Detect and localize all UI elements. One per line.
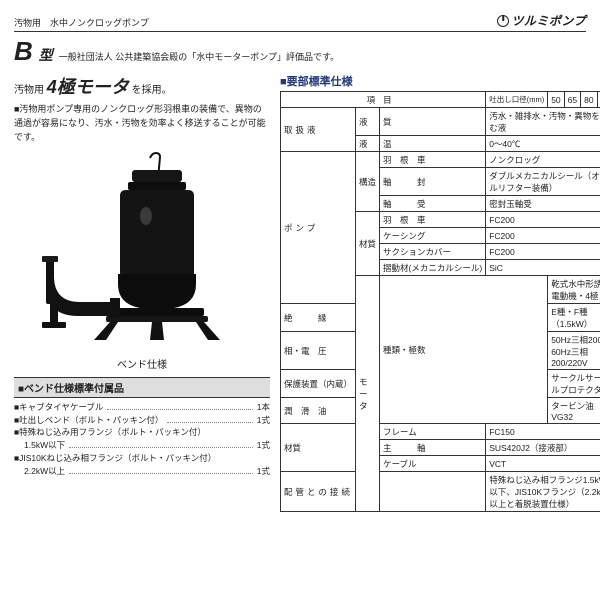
dia-value: 80	[581, 92, 597, 108]
spec-value: SUS420J2（接液部）	[486, 440, 600, 456]
brand-logo-icon	[497, 15, 509, 27]
spec-corner: 項目	[281, 92, 486, 108]
motor-prefix: 汚物用	[14, 85, 44, 96]
spec-value: 50Hz三相200V 60Hz三相200/220V	[548, 332, 600, 370]
spec-subcat: 液	[356, 136, 380, 152]
association-note: 一般社団法人 公共建築協会殿の「水中モーターポンプ」評価品です。	[59, 50, 339, 63]
spec-label: 保護装置（内蔵）	[281, 370, 356, 398]
spec-cat: 取扱液	[281, 108, 356, 152]
parts-label: ■JIS10Kねじ込み相フランジ（ボルト・パッキン付）	[14, 452, 216, 465]
pump-icon	[32, 152, 252, 352]
sewage-tag: 汚物用 水中ノンクロッグポンプ	[14, 16, 149, 29]
spec-label: 羽 根 車	[380, 152, 486, 168]
pump-figure: ベンド仕様	[14, 151, 270, 371]
spec-label: フレーム	[380, 424, 486, 440]
motor-big: 4極モータ	[47, 77, 129, 97]
spec-value: 0〜40℃	[486, 136, 600, 152]
brand: ツルミポンプ	[497, 12, 586, 29]
parts-qty: 1式	[257, 439, 270, 452]
spec-value: FC150	[486, 424, 600, 440]
parts-row: ■キャブタイヤケーブル 1本	[14, 401, 270, 414]
spec-cat: ポンプ	[281, 152, 356, 304]
motor-suffix: を採用。	[132, 85, 172, 96]
parts-qty: 1式	[257, 414, 270, 427]
left-column: 汚物用 4極モータ を採用。 ■汚物用ポンプ専用のノンクロッグ形羽根車の装備で、…	[14, 73, 270, 512]
parts-qty: 1式	[257, 465, 270, 478]
spec-label: 摺動材(メカニカルシール)	[380, 260, 486, 276]
model-letter: B	[14, 36, 33, 67]
spec-label: サクションカバー	[380, 244, 486, 260]
spec-label: ケーブル	[380, 456, 486, 472]
spec-value: タービン油VG32	[548, 398, 600, 424]
dia-value: 50	[548, 92, 564, 108]
parts-title: ■ベンド仕様標準付属品	[14, 377, 270, 398]
parts-row: ■特殊ねじ込み用フランジ（ボルト・パッキン付）	[14, 426, 270, 439]
spec-row: 材質フレームFC150	[281, 424, 600, 440]
dots	[69, 447, 253, 448]
spec-table: 項目吐出し口径(mm)506580100取扱液液質汚水・雑排水・汚物・異物を含む…	[280, 91, 600, 512]
parts-qty: 1本	[257, 401, 270, 414]
spec-value: サークルサーマルプロテクタ	[548, 370, 600, 398]
parts-row: 2.2kW以上 1式	[14, 465, 270, 478]
dia-label: 吐出し口径(mm)	[486, 92, 548, 108]
spec-value: SiC	[486, 260, 600, 276]
dots	[69, 473, 253, 474]
spec-value: FC200	[486, 244, 600, 260]
spec-row: 配管との接続特殊ねじ込み相フランジ1.5kW以下、JIS10Kフランジ（2.2k…	[281, 472, 600, 512]
parts-label: ■キャブタイヤケーブル	[14, 401, 103, 414]
spec-value: 密封玉軸受	[486, 196, 600, 212]
model-suffix: 型	[39, 45, 53, 65]
spec-label: 質	[380, 108, 486, 136]
parts-label: ■特殊ねじ込み用フランジ（ボルト・パッキン付）	[14, 426, 206, 439]
spec-value: 特殊ねじ込み相フランジ1.5kW以下、JIS10Kフランジ（2.2kW以上と着脱…	[486, 472, 600, 512]
parts-row: 1.5kW以下 1式	[14, 439, 270, 452]
spec-label: 温	[380, 136, 486, 152]
spec-label: 軸 受	[380, 196, 486, 212]
spec-subcat: 材質	[356, 212, 380, 276]
spec-row: ポンプ構造羽 根 車ノンクロッグ	[281, 152, 600, 168]
spec-row: 取扱液液質汚水・雑排水・汚物・異物を含む液	[281, 108, 600, 136]
parts-label: 1.5kW以下	[24, 439, 65, 452]
spec-label: 主 軸	[380, 440, 486, 456]
spec-label: 潤 滑 油	[281, 398, 356, 424]
dots	[107, 409, 252, 410]
spec-subcat: 構造	[356, 152, 380, 212]
spec-label: ケーシング	[380, 228, 486, 244]
spec-subcat: 材質	[281, 424, 356, 472]
brand-text: ツルミポンプ	[511, 12, 586, 29]
parts-row: ■JIS10Kねじ込み相フランジ（ボルト・パッキン付）	[14, 452, 270, 465]
spec-value: FC200	[486, 212, 600, 228]
page-header: 汚物用 水中ノンクロッグポンプ ツルミポンプ	[14, 12, 586, 32]
dots	[167, 422, 252, 423]
description: ■汚物用ポンプ専用のノンクロッグ形羽根車の装備で、異物の通過が容易になり、汚水・…	[14, 103, 270, 145]
spec-value: 乾式水中形誘導電動機・4極	[548, 276, 600, 304]
spec-subcat: 種類・極数	[380, 276, 548, 424]
parts-label: 2.2kW以上	[24, 465, 65, 478]
spec-value: FC200	[486, 228, 600, 244]
spec-label: 絶 縁	[281, 304, 356, 332]
spec-value: ノンクロッグ	[486, 152, 600, 168]
spec-label: 相・電 圧	[281, 332, 356, 370]
parts-list: ■キャブタイヤケーブル 1本 ■吐出しベンド（ボルト・パッキン付） 1式 ■特殊ねじ込み…	[14, 401, 270, 478]
spec-value: E種・F種（1.5kW）	[548, 304, 600, 332]
spec-subcat: 液	[356, 108, 380, 136]
right-column: ■要部標準仕様 項目吐出し口径(mm)506580100取扱液液質汚水・雑排水・…	[280, 73, 582, 512]
spec-value: VCT	[486, 456, 600, 472]
parts-row: ■吐出しベンド（ボルト・パッキン付） 1式	[14, 414, 270, 427]
spec-label: 羽 根 車	[380, 212, 486, 228]
spec-value: 汚水・雑排水・汚物・異物を含む液	[486, 108, 600, 136]
spec-title: ■要部標準仕様	[280, 73, 582, 89]
spec-value: ダブルメカニカルシール（オイルリフター装備）	[486, 168, 600, 196]
title-row: B 型 一般社団法人 公共建築協会殿の「水中モーターポンプ」評価品です。	[14, 36, 586, 67]
motor-line: 汚物用 4極モータ を採用。	[14, 73, 270, 99]
spec-cat: 配管との接続	[281, 472, 486, 512]
dia-value: 65	[564, 92, 580, 108]
figure-caption: ベンド仕様	[117, 356, 167, 371]
parts-label: ■吐出しベンド（ボルト・パッキン付）	[14, 414, 163, 427]
spec-label: 軸 封	[380, 168, 486, 196]
